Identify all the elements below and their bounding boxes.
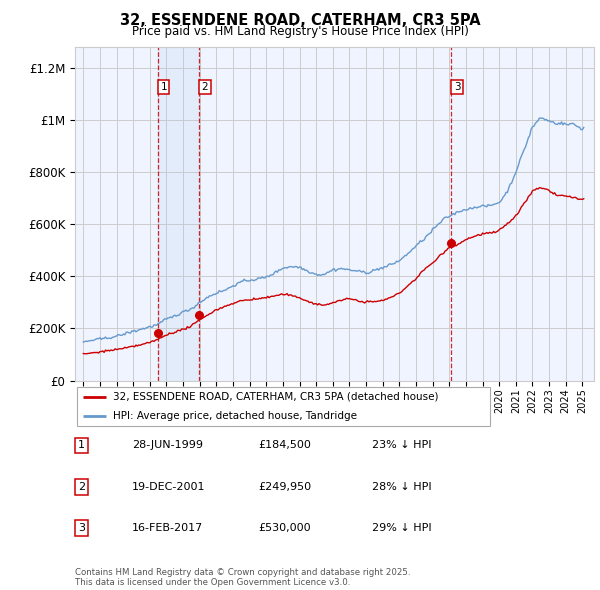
Bar xyxy=(158,47,199,381)
Text: 16-FEB-2017: 16-FEB-2017 xyxy=(132,523,203,533)
Text: 19-DEC-2001: 19-DEC-2001 xyxy=(132,482,205,491)
Text: £530,000: £530,000 xyxy=(258,523,311,533)
Text: 28-JUN-1999: 28-JUN-1999 xyxy=(132,441,203,450)
Text: HPI: Average price, detached house, Tandridge: HPI: Average price, detached house, Tand… xyxy=(113,411,356,421)
FancyBboxPatch shape xyxy=(77,387,490,426)
Text: Contains HM Land Registry data © Crown copyright and database right 2025.
This d: Contains HM Land Registry data © Crown c… xyxy=(75,568,410,587)
Text: £249,950: £249,950 xyxy=(258,482,311,491)
Text: 3: 3 xyxy=(454,82,460,92)
Text: £184,500: £184,500 xyxy=(258,441,311,450)
Text: 32, ESSENDENE ROAD, CATERHAM, CR3 5PA: 32, ESSENDENE ROAD, CATERHAM, CR3 5PA xyxy=(119,13,481,28)
Text: 2: 2 xyxy=(202,82,208,92)
Text: 1: 1 xyxy=(78,441,85,450)
Text: Price paid vs. HM Land Registry's House Price Index (HPI): Price paid vs. HM Land Registry's House … xyxy=(131,25,469,38)
Text: 1: 1 xyxy=(161,82,167,92)
Text: 32, ESSENDENE ROAD, CATERHAM, CR3 5PA (detached house): 32, ESSENDENE ROAD, CATERHAM, CR3 5PA (d… xyxy=(113,392,438,402)
Text: 2: 2 xyxy=(78,482,85,491)
Text: 23% ↓ HPI: 23% ↓ HPI xyxy=(372,441,431,450)
Text: 28% ↓ HPI: 28% ↓ HPI xyxy=(372,482,431,491)
Text: 29% ↓ HPI: 29% ↓ HPI xyxy=(372,523,431,533)
Text: 3: 3 xyxy=(78,523,85,533)
